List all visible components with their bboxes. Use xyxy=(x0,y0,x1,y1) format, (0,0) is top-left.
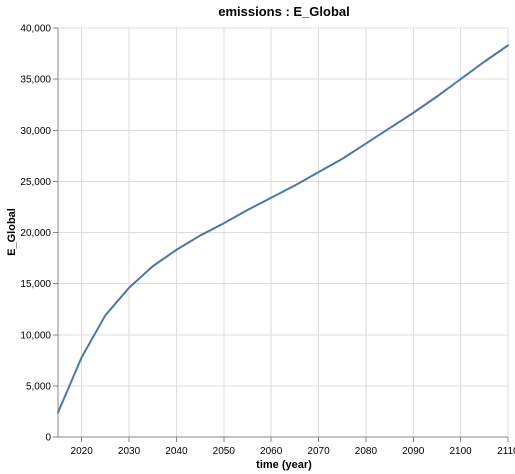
x-axis-title: time (year) xyxy=(256,459,312,471)
axes: 2020 2030 2040 2050 2060 2070 2080 2090 2100 211 0… xyxy=(20,24,515,458)
chart-title: emissions : E_Global xyxy=(218,4,350,19)
y-tick-label: 20,000 xyxy=(20,228,51,239)
x-tick-label: 2060 xyxy=(260,446,283,457)
x-tick-label: 2080 xyxy=(355,446,378,457)
y-tick-label: 25,000 xyxy=(20,177,51,188)
y-tick-label: 10,000 xyxy=(20,330,51,341)
x-tick-label: 2050 xyxy=(213,446,236,457)
x-tick-label: 2040 xyxy=(165,446,188,457)
y-tick-label: 15,000 xyxy=(20,279,51,290)
y-axis-title: E_Global xyxy=(6,208,18,256)
x-tick-label: 2030 xyxy=(118,446,141,457)
series-layer xyxy=(57,44,509,414)
y-tick-label: 40,000 xyxy=(20,24,51,35)
x-tick-label: 2090 xyxy=(402,446,425,457)
y-tick-label: 35,000 xyxy=(20,75,51,86)
x-tick-label: 2020 xyxy=(71,446,94,457)
series-line-0 xyxy=(57,44,509,414)
y-tick-label: 5,000 xyxy=(26,381,51,392)
y-tick-label: 30,000 xyxy=(20,126,51,137)
x-tick-label: 2100 xyxy=(450,446,473,457)
x-tick-label: 2070 xyxy=(307,446,330,457)
grid-lines xyxy=(58,27,509,438)
y-tick-label: 0 xyxy=(45,433,51,444)
